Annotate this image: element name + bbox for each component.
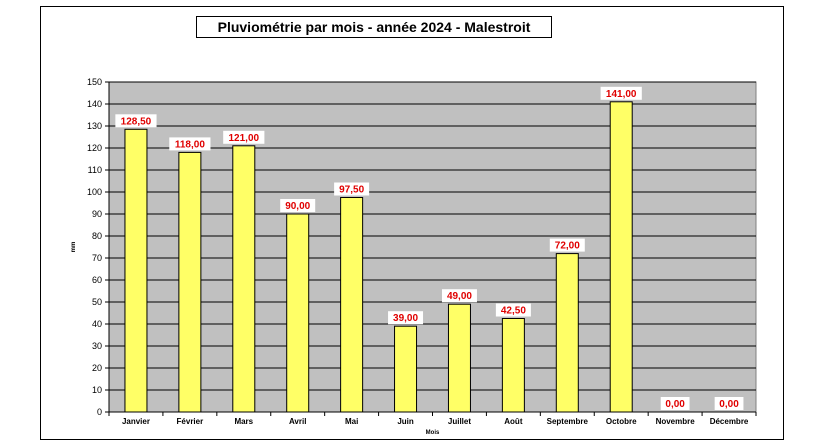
y-tick-label: 50 — [92, 297, 102, 307]
data-label-text: 39,00 — [393, 313, 418, 324]
data-label: 49,00 — [441, 289, 477, 303]
chart-title: Pluviométrie par mois - année 2024 - Mal… — [196, 16, 552, 38]
y-tick-label: 140 — [87, 99, 102, 109]
x-tick-label: Décembre — [710, 417, 749, 426]
y-tick-label: 0 — [97, 407, 102, 417]
y-tick-label: 120 — [87, 143, 102, 153]
data-label-box — [388, 311, 424, 325]
bar — [178, 151, 202, 413]
x-tick-label: Février — [177, 417, 204, 426]
y-tick-label: 130 — [87, 121, 102, 131]
bars — [124, 101, 633, 413]
data-label: 90,00 — [280, 199, 316, 212]
x-tick-label: Juin — [397, 417, 414, 426]
x-tick-label: Août — [504, 417, 523, 426]
data-label: 121,00 — [223, 130, 265, 144]
x-tick-label: Avril — [289, 417, 307, 426]
axes: 0 10 20 30 40 50 60 70 80 90 100 110 120 130 140 150 Jan… — [87, 77, 757, 426]
y-tick-label: 90 — [92, 209, 102, 219]
data-label: 0,00 — [714, 397, 744, 410]
data-label-text: 121,00 — [228, 133, 259, 144]
data-label-box — [660, 397, 690, 410]
y-tick-label: 110 — [88, 165, 102, 175]
data-label-text: 97,50 — [339, 185, 364, 196]
bar — [124, 128, 148, 413]
x-tick-label: Octobre — [606, 417, 637, 426]
data-label-box — [441, 289, 477, 303]
data-label-text: 42,50 — [501, 306, 526, 317]
y-tick-label: 100 — [87, 187, 102, 197]
x-tick-label: Mars — [234, 417, 253, 426]
data-label: 0,00 — [660, 397, 690, 410]
data-label-text: 49,00 — [447, 291, 472, 302]
y-tick-label: 30 — [92, 341, 102, 351]
data-label: 97,50 — [334, 182, 370, 196]
bar — [286, 213, 310, 413]
plot-area — [108, 81, 757, 413]
bar — [501, 318, 525, 413]
bar — [394, 325, 418, 413]
data-label-box — [495, 303, 531, 317]
data-label-text: 118,00 — [175, 139, 205, 150]
x-tick-label: Janvier — [122, 417, 150, 426]
y-tick-label: 80 — [92, 231, 102, 241]
bar — [555, 253, 579, 413]
y-axis-label: mm — [71, 242, 77, 253]
y-tick-label: 40 — [92, 319, 102, 329]
bar — [447, 303, 471, 413]
x-tick-label: Septembre — [547, 417, 589, 426]
data-label-box — [169, 137, 211, 151]
data-label-box — [714, 397, 744, 410]
bar — [340, 197, 364, 413]
y-tick-label: 10 — [92, 385, 102, 395]
grid-lines — [109, 81, 756, 391]
y-tick-label: 20 — [92, 363, 102, 373]
data-label-box — [549, 238, 585, 252]
y-tick-label: 150 — [87, 77, 102, 87]
data-labels: 128,50 118,00 121,00 90,00 97,50 39,00 49,00 42… — [115, 86, 744, 410]
data-label-text: 72,00 — [555, 241, 580, 252]
data-label-text: 0,00 — [719, 399, 739, 410]
x-tick-label: Novembre — [656, 417, 696, 426]
data-label: 141,00 — [600, 86, 642, 100]
bar — [609, 101, 633, 413]
x-tick-label: Juillet — [448, 417, 471, 426]
data-label: 42,50 — [495, 303, 531, 317]
data-label: 118,00 — [169, 137, 211, 151]
y-tick-label: 70 — [92, 253, 102, 263]
x-axis-label: Mois — [426, 430, 440, 436]
data-label-text: 0,00 — [665, 399, 685, 410]
data-label-text: 141,00 — [606, 89, 637, 100]
data-label: 72,00 — [549, 238, 585, 252]
data-label: 39,00 — [388, 311, 424, 325]
x-tick-label: Mai — [345, 417, 358, 426]
data-label-box — [223, 130, 265, 144]
y-tick-label: 60 — [92, 275, 102, 285]
data-label-box — [280, 199, 316, 212]
bar — [232, 145, 256, 413]
data-label-text: 90,00 — [285, 201, 310, 212]
data-label: 128,50 — [115, 114, 157, 128]
data-label-text: 128,50 — [121, 116, 152, 127]
data-label-box — [600, 86, 642, 100]
data-label-box — [334, 182, 370, 196]
data-label-box — [115, 114, 157, 128]
